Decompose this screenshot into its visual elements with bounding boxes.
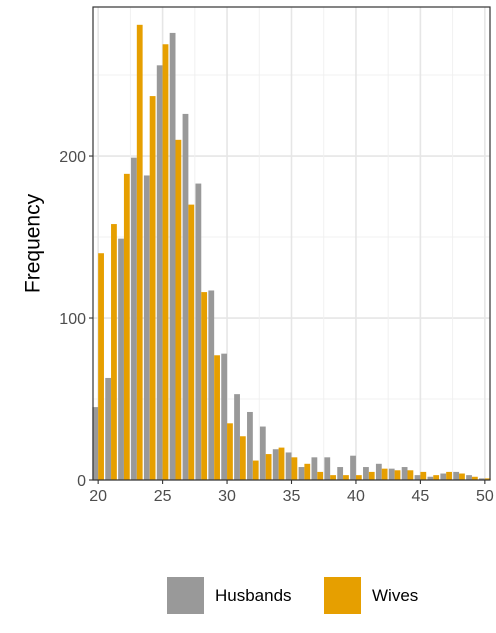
bar-husbands-34 (272, 449, 279, 480)
bar-wives-44 (407, 470, 414, 480)
bar-husbands-47 (440, 473, 447, 480)
legend-key-husbands (167, 577, 204, 614)
bar-wives-28 (201, 292, 208, 480)
bar-husbands-21 (105, 377, 112, 480)
bar-husbands-20 (92, 407, 99, 480)
y-tick-label: 200 (59, 149, 86, 166)
bar-husbands-33 (259, 426, 266, 480)
bar-husbands-22 (118, 238, 124, 480)
bar-wives-43 (394, 470, 401, 480)
bar-husbands-42 (375, 463, 382, 480)
bar-wives-32 (252, 460, 259, 480)
bars (92, 24, 491, 481)
y-tick-label: 100 (59, 311, 86, 328)
bar-wives-45 (420, 471, 427, 480)
y-tick-label: 0 (77, 473, 86, 490)
bar-wives-42 (381, 468, 388, 480)
bar-husbands-39 (337, 467, 344, 480)
bar-husbands-50 (479, 478, 485, 480)
x-tick-label: 45 (411, 488, 429, 505)
bar-wives-49 (471, 476, 478, 480)
bar-wives-47 (446, 471, 452, 480)
bar-wives-31 (239, 436, 246, 480)
legend: Husbands Wives (167, 577, 418, 614)
bar-wives-26 (175, 139, 182, 480)
bar-wives-22 (123, 173, 130, 480)
bar-wives-21 (111, 224, 117, 480)
bar-wives-39 (343, 475, 349, 480)
bar-wives-23 (136, 24, 143, 481)
bar-husbands-35 (285, 452, 292, 480)
bar-husbands-40 (350, 455, 356, 480)
bar-husbands-30 (221, 353, 228, 480)
bar-wives-24 (149, 96, 156, 480)
bar-wives-48 (459, 473, 465, 480)
bar-husbands-24 (143, 175, 150, 480)
bar-husbands-29 (208, 290, 215, 480)
bar-wives-25 (162, 44, 169, 481)
bar-wives-34 (278, 447, 285, 480)
x-tick-label: 30 (218, 488, 236, 505)
bar-husbands-43 (388, 468, 395, 480)
bar-wives-30 (227, 423, 233, 480)
bar-husbands-27 (182, 113, 189, 481)
legend-key-wives (324, 577, 361, 614)
x-tick-label: 50 (476, 488, 494, 505)
bar-wives-37 (317, 471, 324, 480)
bar-husbands-49 (466, 475, 472, 480)
bar-wives-38 (330, 475, 336, 480)
bar-wives-40 (355, 475, 362, 480)
bar-wives-36 (304, 463, 311, 480)
bar-wives-35 (291, 457, 298, 480)
x-tick-label: 35 (283, 488, 301, 505)
x-tick-label: 40 (347, 488, 365, 505)
legend-label-husbands: Husbands (215, 586, 292, 605)
bar-wives-33 (265, 454, 272, 480)
bar-wives-50 (484, 478, 491, 480)
bar-husbands-41 (363, 467, 369, 480)
bar-wives-46 (433, 475, 440, 480)
bar-husbands-45 (414, 475, 421, 480)
bar-husbands-36 (298, 467, 305, 480)
bar-husbands-46 (427, 476, 434, 480)
bar-husbands-48 (453, 471, 460, 480)
y-axis-title: Frequency (22, 193, 45, 293)
bar-wives-27 (188, 204, 195, 480)
axes: 20 25 30 35 40 45 50 0 100 200 (59, 149, 494, 505)
bar-husbands-28 (195, 183, 202, 480)
bar-husbands-37 (311, 457, 318, 480)
bar-wives-29 (214, 355, 220, 480)
bar-husbands-44 (401, 467, 408, 480)
bar-husbands-31 (234, 394, 240, 480)
bar-husbands-26 (169, 32, 176, 480)
x-tick-label: 20 (89, 488, 107, 505)
bar-husbands-23 (131, 157, 137, 480)
bar-husbands-32 (247, 411, 253, 480)
bar-husbands-25 (156, 65, 163, 481)
bar-wives-41 (368, 471, 375, 480)
bar-husbands-38 (324, 457, 331, 480)
x-tick-label: 25 (154, 488, 172, 505)
bar-wives-20 (98, 253, 104, 480)
legend-label-wives: Wives (372, 586, 418, 605)
